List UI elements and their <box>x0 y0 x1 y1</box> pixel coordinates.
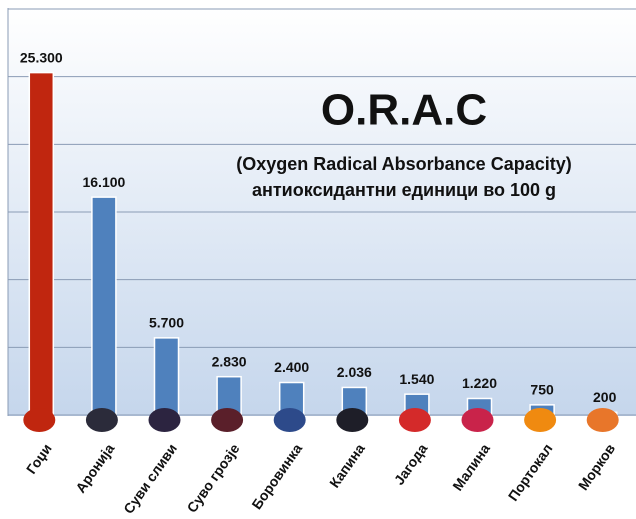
fruit-icon <box>23 408 55 432</box>
bar <box>155 338 179 415</box>
fruit-icon <box>524 408 556 432</box>
value-label: 2.036 <box>337 364 372 380</box>
fruit-icon <box>336 408 368 432</box>
chart-title: O.R.A.C <box>321 86 487 135</box>
value-label: 1.540 <box>399 371 434 387</box>
fruit-icon <box>587 408 619 432</box>
fruit-icon <box>86 408 118 432</box>
bar <box>92 197 116 415</box>
value-label: 1.220 <box>462 375 497 391</box>
value-label: 2.400 <box>274 359 309 375</box>
fruit-icon <box>211 408 243 432</box>
value-label: 5.700 <box>149 315 184 331</box>
fruit-icon <box>274 408 306 432</box>
page: O.R.A.C (Oxygen Radical Absorbance Capac… <box>0 0 636 519</box>
value-label: 750 <box>530 382 554 398</box>
value-label: 16.100 <box>82 174 125 190</box>
bar <box>29 73 53 415</box>
subtitle: антиоксидантни единици во 100 g <box>252 180 556 200</box>
value-label: 200 <box>593 389 617 405</box>
fruit-icon <box>399 408 431 432</box>
value-label: 2.830 <box>212 353 247 369</box>
fruit-icon <box>149 408 181 432</box>
subtitle: (Oxygen Radical Absorbance Capacity) <box>236 154 571 174</box>
chart: O.R.A.C (Oxygen Radical Absorbance Capac… <box>0 0 636 519</box>
value-label: 25.300 <box>20 49 63 65</box>
fruit-icon <box>462 408 494 432</box>
